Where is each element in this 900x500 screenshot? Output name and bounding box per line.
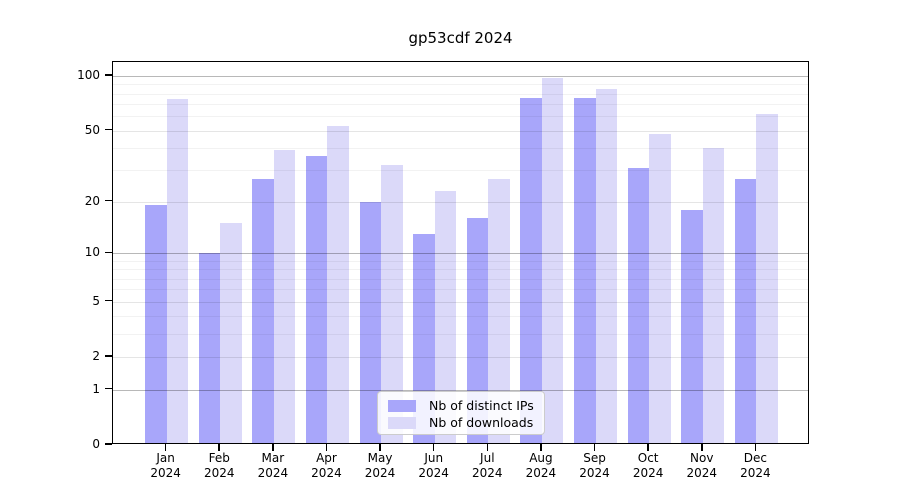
x-tick-label: Apr 2024 (311, 451, 342, 480)
bar-distinct-ips-aug (520, 97, 542, 443)
x-tick (486, 444, 489, 451)
y-tick-label: 20 (84, 193, 100, 208)
bar-downloads-may (381, 165, 403, 443)
x-tick-label: Aug 2024 (525, 451, 557, 480)
gridline-minor (113, 84, 808, 86)
x-tick-label: Feb 2024 (203, 451, 235, 480)
bar-distinct-ips-feb (198, 253, 221, 443)
bar-downloads-aug (541, 78, 564, 443)
bar-distinct-ips-apr (305, 156, 328, 443)
y-tick (105, 74, 112, 76)
bar-distinct-ips-may (359, 201, 382, 443)
legend-swatch-downloads (388, 416, 416, 429)
x-tick-label: Dec 2024 (740, 451, 771, 480)
legend-item-downloads: Nb of downloads (388, 414, 534, 431)
bar-downloads-dec (756, 113, 778, 443)
y-tick (105, 299, 112, 302)
x-tick (432, 444, 435, 451)
y-tick-label: 5 (92, 293, 100, 308)
bar-distinct-ips-jul (466, 218, 489, 443)
x-tick (325, 444, 328, 451)
y-tick-label: 1 (92, 381, 100, 396)
bar-distinct-ips-jun (413, 233, 435, 443)
y-tick (105, 387, 112, 390)
x-tick (164, 444, 167, 451)
y-tick-label: 10 (84, 245, 100, 260)
gridline-minor (113, 104, 808, 106)
x-tick (218, 444, 220, 451)
gridline-minor (113, 93, 808, 95)
bar-downloads-sep (595, 88, 618, 443)
bar-downloads-jan (166, 98, 189, 443)
legend-swatch-distinct-ips (388, 399, 416, 412)
x-tick (379, 444, 381, 451)
y-tick-label: 2 (92, 349, 100, 364)
x-tick (540, 444, 542, 451)
plot-area (112, 61, 809, 444)
y-tick (105, 128, 112, 131)
bar-distinct-ips-oct (627, 167, 650, 443)
x-tick-label: May 2024 (364, 451, 396, 480)
y-tick-label: 0 (92, 437, 100, 451)
bar-distinct-ips-nov (681, 209, 703, 443)
bar-downloads-jun (434, 190, 457, 443)
legend-label-distinct-ips: Nb of distinct IPs (429, 397, 534, 413)
x-tick (647, 444, 649, 451)
bar-downloads-nov (702, 148, 725, 443)
bar-distinct-ips-jan (145, 205, 167, 443)
x-tick-label: Oct 2024 (632, 451, 664, 480)
bar-downloads-oct (649, 133, 671, 443)
y-tick (105, 355, 112, 357)
bar-distinct-ips-dec (734, 178, 757, 443)
y-tick-label: 100 (77, 68, 100, 82)
x-tick-label: Jan 2024 (150, 451, 181, 480)
legend: Nb of distinct IPs Nb of downloads (377, 391, 545, 435)
x-tick (593, 444, 596, 451)
x-tick-label: Nov 2024 (686, 451, 718, 480)
x-tick-label: Jun 2024 (418, 451, 449, 480)
y-tick (105, 199, 112, 202)
bar-downloads-apr (327, 126, 349, 443)
bar-downloads-jul (488, 178, 510, 443)
x-tick (701, 444, 703, 451)
legend-label-downloads: Nb of downloads (429, 414, 534, 430)
x-tick (754, 444, 757, 451)
y-tick (105, 443, 112, 445)
bar-distinct-ips-mar (252, 178, 274, 443)
bar-downloads-mar (273, 150, 296, 443)
x-tick (272, 444, 274, 451)
legend-item-distinct-ips: Nb of distinct IPs (388, 397, 534, 414)
bar-distinct-ips-sep (574, 97, 596, 443)
chart-title: gp53cdf 2024 (408, 29, 513, 47)
x-tick-label: Sep 2024 (579, 451, 610, 480)
x-tick-label: Jul 2024 (472, 451, 503, 480)
y-tick (105, 251, 112, 254)
y-tick-label: 50 (84, 122, 100, 137)
gridline-major (113, 130, 808, 132)
gridline-minor (113, 116, 808, 118)
gridline-major (113, 76, 808, 77)
x-tick-label: Mar 2024 (257, 451, 289, 480)
plot-inner (113, 62, 808, 443)
bar-downloads-feb (220, 223, 242, 443)
